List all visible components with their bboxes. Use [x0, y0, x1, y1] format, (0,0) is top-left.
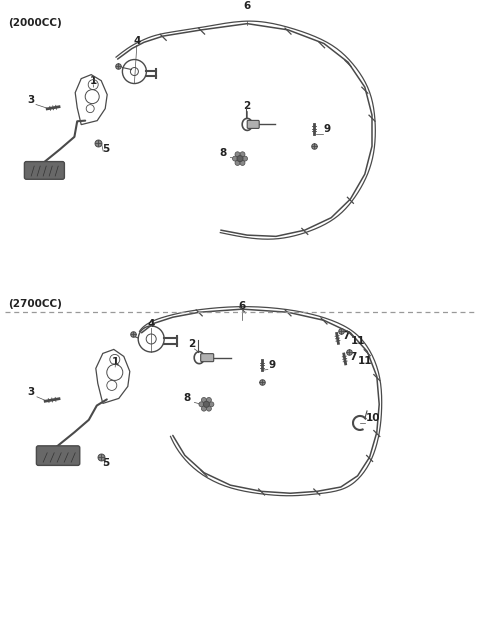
- Circle shape: [206, 406, 211, 411]
- Circle shape: [235, 152, 240, 157]
- Circle shape: [206, 397, 211, 402]
- Text: 2: 2: [243, 101, 251, 111]
- Circle shape: [240, 160, 245, 165]
- Text: 3: 3: [27, 387, 35, 397]
- FancyBboxPatch shape: [24, 162, 64, 179]
- Text: 9: 9: [269, 360, 276, 370]
- Text: 11: 11: [350, 336, 365, 346]
- FancyBboxPatch shape: [247, 121, 259, 128]
- Text: 6: 6: [239, 301, 246, 311]
- Circle shape: [199, 402, 204, 407]
- Text: 3: 3: [27, 95, 35, 104]
- Text: 1: 1: [90, 76, 97, 86]
- Text: 1: 1: [111, 357, 119, 367]
- Text: 5: 5: [102, 144, 109, 154]
- FancyBboxPatch shape: [201, 354, 214, 361]
- Text: 8: 8: [183, 393, 191, 403]
- Circle shape: [204, 401, 209, 407]
- Text: 4: 4: [133, 35, 141, 45]
- Circle shape: [237, 156, 243, 162]
- Circle shape: [202, 397, 206, 402]
- FancyBboxPatch shape: [36, 446, 80, 465]
- Text: 6: 6: [243, 1, 251, 11]
- Text: 2: 2: [188, 339, 196, 349]
- Circle shape: [232, 156, 238, 161]
- Circle shape: [240, 152, 245, 157]
- Text: 7: 7: [342, 331, 349, 341]
- Text: (2000CC): (2000CC): [8, 18, 62, 28]
- Circle shape: [235, 160, 240, 165]
- Text: 5: 5: [102, 458, 109, 468]
- Circle shape: [242, 156, 248, 161]
- Text: (2700CC): (2700CC): [8, 299, 62, 309]
- Text: 8: 8: [219, 147, 227, 157]
- Text: 11: 11: [358, 356, 372, 366]
- Circle shape: [202, 406, 206, 411]
- Text: 10: 10: [366, 413, 381, 423]
- Text: 7: 7: [349, 351, 356, 361]
- Text: 9: 9: [324, 124, 331, 134]
- Circle shape: [209, 402, 214, 407]
- Text: 4: 4: [147, 318, 155, 328]
